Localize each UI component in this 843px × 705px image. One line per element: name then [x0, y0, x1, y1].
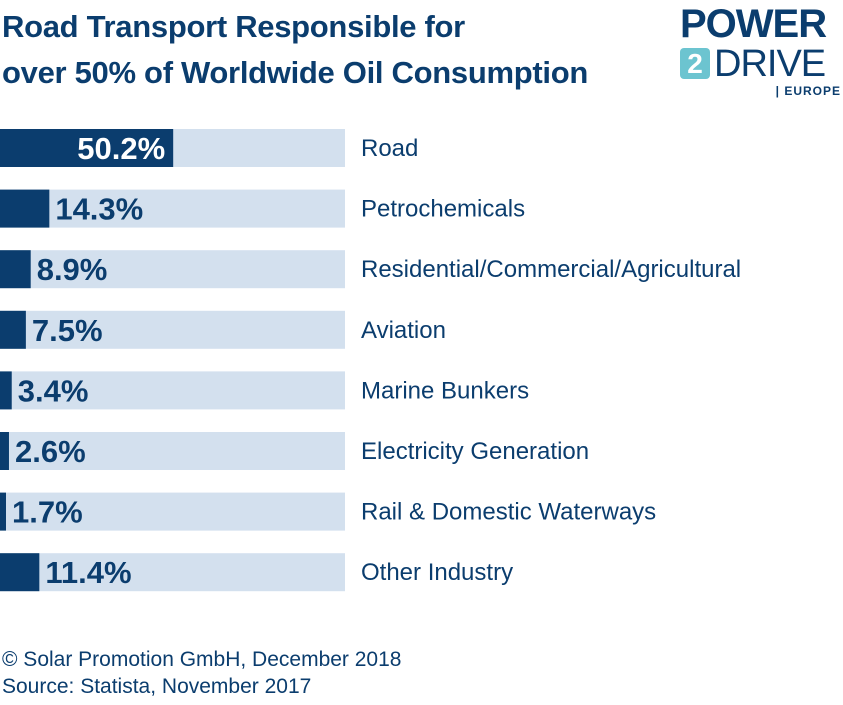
- category-label: Residential/Commercial/Agricultural: [361, 256, 741, 283]
- chart-footer: © Solar Promotion GmbH, December 2018 So…: [2, 646, 401, 700]
- bar-value-label: 50.2%: [77, 131, 165, 166]
- logo-power-text: POWER: [680, 2, 827, 46]
- category-label: Marine Bunkers: [361, 377, 529, 404]
- bar-row: 3.4% Marine Bunkers: [0, 371, 529, 410]
- bar-row: 7.5% Aviation: [0, 310, 446, 349]
- category-label: Rail & Domestic Waterways: [361, 499, 656, 526]
- logo-drive-text: DRIVE: [714, 43, 826, 85]
- chart-title-line-2: over 50% of Worldwide Oil Consumption: [2, 55, 588, 90]
- bar-row: 11.4% Other Industry: [0, 553, 513, 592]
- oil-consumption-bar-chart: 50.2% Road 14.3% Petrochemicals 8.9% Resident…: [0, 129, 741, 592]
- bar-track: [0, 492, 345, 531]
- bar-track: [0, 553, 345, 592]
- bar-track: [0, 432, 345, 470]
- bar-track: [0, 250, 345, 289]
- bar: [0, 129, 174, 167]
- bar-value-label: 3.4%: [18, 373, 89, 408]
- bar: [0, 492, 6, 531]
- bar: [0, 310, 26, 349]
- bar-value-label: 7.5%: [32, 313, 103, 348]
- chart-title-line-1: Road Transport Responsible for: [2, 9, 465, 44]
- power2drive-logo: POWER 2 DRIVE | EUROPE: [676, 4, 843, 99]
- bar-track: [0, 371, 345, 410]
- category-label: Electricity Generation: [361, 438, 589, 465]
- bar: [0, 553, 40, 592]
- chart-title: Road Transport Responsible for over 50% …: [2, 4, 642, 96]
- source-note: Source: Statista, November 2017: [2, 675, 312, 698]
- logo-two-badge: 2: [680, 48, 710, 79]
- bar-row: 50.2% Road: [0, 129, 418, 167]
- copyright-note: © Solar Promotion GmbH, December 2018: [2, 648, 402, 671]
- bar-track: [0, 189, 345, 228]
- bar: [0, 371, 12, 410]
- bar-row: 2.6% Electricity Generation: [0, 432, 589, 470]
- bar-row: 1.7% Rail & Domestic Waterways: [0, 492, 656, 531]
- bar-value-label: 1.7%: [12, 495, 83, 530]
- bar-value-label: 2.6%: [15, 434, 86, 469]
- bar-value-label: 8.9%: [37, 252, 108, 287]
- logo-europe-text: | EUROPE: [775, 84, 841, 98]
- category-label: Aviation: [361, 317, 446, 344]
- bar-row: 14.3% Petrochemicals: [0, 189, 525, 228]
- bar-track: [0, 310, 345, 349]
- bar-value-label: 14.3%: [55, 192, 143, 227]
- bar: [0, 432, 9, 470]
- bar-row: 8.9% Residential/Commercial/Agricultural: [0, 250, 741, 289]
- category-label: Petrochemicals: [361, 196, 525, 223]
- bar: [0, 250, 31, 289]
- category-label: Road: [361, 135, 418, 162]
- bar: [0, 189, 50, 228]
- category-label: Other Industry: [361, 559, 513, 586]
- bar-value-label: 11.4%: [45, 555, 131, 590]
